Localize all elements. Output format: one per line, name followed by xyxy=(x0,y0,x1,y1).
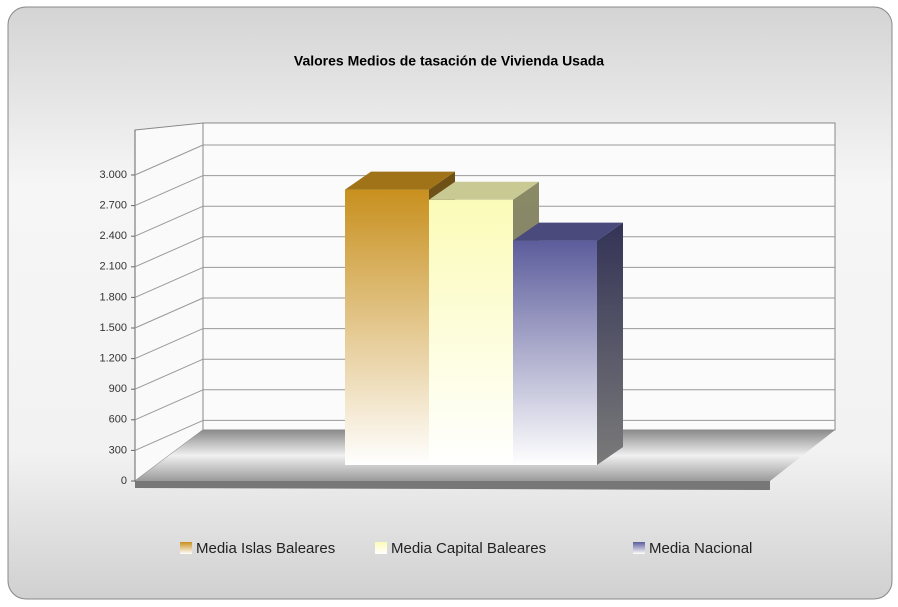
grid-line xyxy=(134,389,204,421)
bar xyxy=(345,189,429,465)
legend-label: Media Islas Baleares xyxy=(196,540,335,557)
y-tick-label: 600 xyxy=(109,414,127,426)
y-tick-label: 1.200 xyxy=(99,353,127,365)
grid-line xyxy=(134,328,204,360)
chart-title: Valores Medios de tasación de Vivienda U… xyxy=(294,53,604,69)
grid-line xyxy=(134,144,204,176)
floor-edge xyxy=(135,481,770,490)
bar-top xyxy=(345,171,455,190)
y-tick-label: 2.100 xyxy=(99,261,127,273)
y-tick-label: 0 xyxy=(121,475,127,487)
bar xyxy=(513,240,597,465)
y-tick-label: 300 xyxy=(109,444,127,456)
y-tick-label: 2.700 xyxy=(99,200,127,212)
legend-label: Media Capital Baleares xyxy=(391,540,546,557)
legend-label: Media Nacional xyxy=(649,540,752,557)
bar-side xyxy=(597,222,623,465)
bar-top xyxy=(429,181,539,200)
legend-swatch xyxy=(180,542,192,554)
grid-line xyxy=(134,297,204,329)
y-tick-label: 3.000 xyxy=(99,169,127,181)
grid-line xyxy=(134,236,204,268)
grid-line xyxy=(134,358,204,390)
bar-top xyxy=(513,222,623,241)
bar xyxy=(429,199,513,466)
grid-line xyxy=(134,266,204,298)
grid-line xyxy=(134,419,204,451)
y-tick-label: 1.800 xyxy=(99,291,127,303)
grid-line xyxy=(134,205,204,237)
grid-line xyxy=(134,175,204,207)
legend-swatch xyxy=(633,542,645,554)
y-tick-label: 900 xyxy=(109,383,127,395)
y-tick-label: 2.400 xyxy=(99,230,127,242)
legend-swatch xyxy=(375,542,387,554)
y-tick-label: 1.500 xyxy=(99,322,127,334)
